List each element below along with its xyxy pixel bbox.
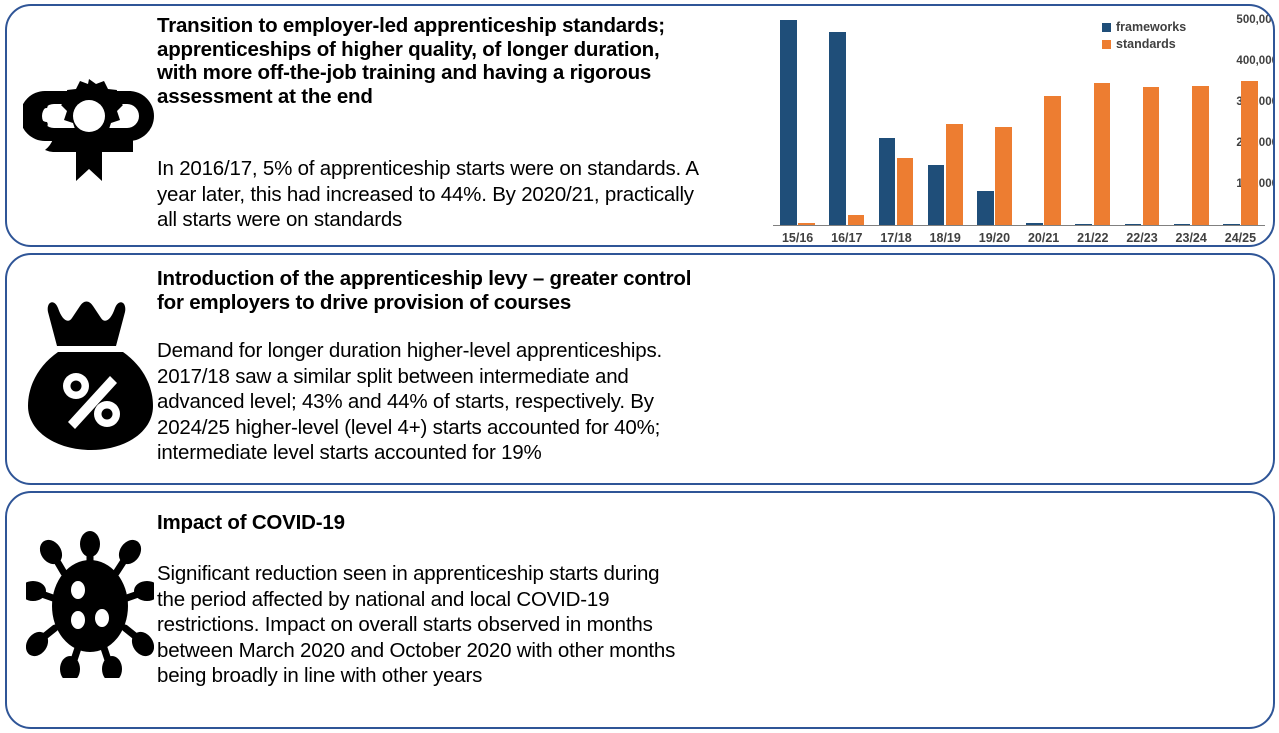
bar-chart-x-tick: 15/16 (781, 231, 814, 245)
bar-chart-x-tick: 23/24 (1175, 231, 1207, 245)
bar-chart-x-tick: 19/20 (978, 231, 1011, 245)
bar-chart-x-tick: 17/18 (880, 231, 912, 245)
bar-chart-x-tick: 18/19 (929, 231, 961, 245)
bar-standards-22-23 (1142, 87, 1160, 225)
legend-label-frameworks: frameworks (1116, 20, 1187, 34)
bar-frameworks-24-25 (1222, 223, 1240, 225)
bar-frameworks-23-24 (1173, 223, 1191, 225)
bar-frameworks-19-20 (976, 190, 994, 225)
legend-item-frameworks: frameworks (1102, 20, 1186, 34)
bar-frameworks-21-22 (1075, 223, 1093, 225)
panel-standards: Transition to employer-led apprenticeshi… (5, 4, 1275, 247)
bar-chart-x-tick: 21/22 (1077, 231, 1109, 245)
bar-frameworks-16-17 (829, 31, 847, 225)
money-bag-percent-icon (25, 295, 155, 455)
virus-icon (25, 523, 155, 683)
panel-standards-body: In 2016/17, 5% of apprenticeship starts … (157, 157, 698, 231)
bar-standards-16-17 (847, 214, 865, 225)
panel-levy: Introduction of the apprenticeship levy … (5, 253, 1275, 485)
bar-standards-23-24 (1191, 86, 1209, 225)
panel-covid-body: Significant reduction seen in apprentice… (157, 562, 676, 687)
legend-swatch-standards (1102, 39, 1111, 49)
bar-standards-20-21 (1044, 95, 1062, 225)
bar-chart-x-tick: 24/25 (1224, 231, 1257, 245)
bar-chart-legend: frameworks standards (1102, 20, 1186, 54)
panel-covid: Impact of COVID-19 Significant reduction… (5, 491, 1275, 729)
legend-label-standards: standards (1116, 37, 1176, 51)
bar-chart-y-tick: 500,000 (1236, 14, 1275, 26)
bar-standards-24-25 (1241, 80, 1258, 225)
legend-item-standards: standards (1102, 37, 1186, 51)
bar-standards-19-20 (995, 126, 1012, 225)
bar-chart-x-tick: 16/17 (831, 231, 863, 245)
panel-covid-heading: Impact of COVID-19 (157, 511, 345, 534)
bar-frameworks-18-19 (927, 165, 945, 225)
bar-frameworks-17-18 (878, 138, 896, 225)
bar-chart-x-tick: 22/23 (1126, 231, 1158, 245)
legend-swatch-frameworks (1102, 22, 1111, 32)
bar-standards-17-18 (896, 158, 914, 225)
panel-standards-heading: Transition to employer-led apprenticeshi… (157, 14, 665, 108)
bar-frameworks-15-16 (780, 20, 797, 225)
bar-chart-plot-area (773, 20, 1265, 226)
panel-levy-body: Demand for longer duration higher-level … (157, 339, 663, 464)
diploma-scroll-icon (21, 68, 156, 188)
bar-standards-21-22 (1093, 83, 1111, 225)
bar-standards-18-19 (945, 123, 963, 225)
bar-chart-baseline (773, 225, 1265, 226)
bar-standards-15-16 (798, 223, 816, 225)
bar-frameworks-20-21 (1026, 222, 1043, 225)
bar-chart-y-tick: 400,000 (1236, 55, 1275, 67)
bar-frameworks-22-23 (1124, 223, 1142, 225)
panel-levy-heading: Introduction of the apprenticeship levy … (157, 267, 692, 314)
bar-chart-x-tick: 20/21 (1027, 231, 1060, 245)
